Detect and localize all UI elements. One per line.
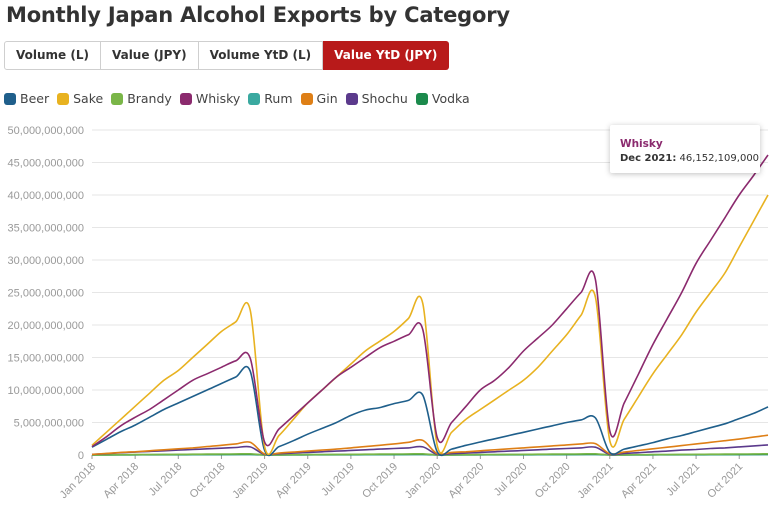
chart-title: Monthly Japan Alcohol Exports by Categor…	[6, 3, 510, 27]
legend-item-shochu[interactable]: Shochu	[345, 91, 408, 106]
legend-item-sake[interactable]: Sake	[57, 91, 103, 106]
legend-swatch	[57, 92, 70, 105]
series-line-shochu[interactable]	[91, 444, 769, 456]
x-tick-label: Apr 2019	[274, 461, 314, 501]
series-line-whisky[interactable]	[91, 154, 769, 448]
tab-volume[interactable]: Volume (L)	[4, 41, 101, 70]
tab-value-ytd[interactable]: Value YtD (JPY)	[323, 41, 450, 70]
legend-swatch	[179, 92, 192, 105]
legend-label: Brandy	[127, 91, 172, 106]
legend-swatch	[248, 92, 261, 105]
metric-tabs: Volume (L) Value (JPY) Volume YtD (L) Va…	[4, 41, 450, 70]
x-tick-label: Jul 2021	[664, 461, 702, 499]
x-tick-label: Apr 2020	[446, 461, 486, 501]
y-tick-label: 25,000,000,000	[8, 288, 84, 300]
legend-swatch	[4, 92, 16, 105]
x-tick-label: Jan 2019	[230, 461, 270, 501]
x-tick-label: Oct 2020	[533, 461, 573, 501]
x-axis-ticks: Jan 2018 Apr 2018 Jul 2018 Oct 2018 Jan 2019…	[58, 455, 745, 501]
tab-value[interactable]: Value (JPY)	[100, 41, 199, 70]
legend-label: Shochu	[361, 91, 408, 106]
x-tick-label: Jan 2021	[575, 461, 615, 501]
y-tick-label: 0	[78, 450, 84, 462]
legend-swatch	[415, 92, 428, 105]
x-tick-label: Jul 2019	[319, 461, 357, 499]
y-tick-label: 45,000,000,000	[8, 158, 84, 170]
series-line-brandy[interactable]	[91, 452, 769, 456]
series-lines	[91, 154, 769, 457]
legend-item-whisky[interactable]: Whisky	[179, 91, 241, 106]
legend-item-beer[interactable]: Beer	[4, 91, 49, 106]
y-tick-label: 15,000,000,000	[8, 353, 84, 365]
legend-swatch	[345, 92, 358, 105]
tab-volume-ytd[interactable]: Volume YtD (L)	[198, 41, 324, 70]
tooltip-series: Whisky	[620, 138, 663, 150]
x-tick-label: Apr 2018	[101, 461, 141, 501]
x-tick-label: Jan 2018	[58, 461, 98, 501]
y-tick-label: 10,000,000,000	[8, 385, 84, 397]
legend-label: Vodka	[431, 91, 470, 106]
chart-legend: Beer Sake Brandy Whisky Rum Gin Shochu V…	[4, 91, 478, 106]
y-axis-ticks: 0 5,000,000,000 10,000,000,000 15,000,000,0…	[8, 125, 84, 462]
y-tick-label: 35,000,000,000	[8, 223, 84, 235]
legend-swatch	[111, 92, 124, 105]
grid-lines	[92, 129, 768, 456]
series-line-gin[interactable]	[91, 434, 769, 456]
y-tick-label: 40,000,000,000	[8, 190, 84, 202]
x-tick-label: Oct 2018	[188, 461, 228, 501]
legend-item-gin[interactable]: Gin	[300, 91, 338, 106]
x-tick-label: Oct 2019	[360, 461, 400, 501]
x-tick-label: Oct 2021	[705, 461, 745, 501]
legend-label: Whisky	[195, 91, 241, 106]
x-tick-label: Jul 2020	[492, 461, 530, 499]
tooltip-date: Dec 2021:	[620, 153, 677, 164]
legend-label: Beer	[20, 91, 50, 106]
y-tick-label: 20,000,000,000	[8, 320, 84, 332]
legend-item-rum[interactable]: Rum	[248, 91, 293, 106]
legend-label: Gin	[316, 91, 338, 106]
x-tick-label: Jan 2020	[403, 461, 443, 501]
series-line-beer[interactable]	[91, 365, 769, 457]
x-tick-label: Jul 2018	[147, 461, 185, 499]
legend-swatch	[300, 92, 313, 105]
y-tick-label: 5,000,000,000	[14, 418, 84, 430]
y-tick-label: 30,000,000,000	[8, 255, 84, 267]
legend-label: Rum	[264, 91, 293, 106]
legend-item-brandy[interactable]: Brandy	[111, 91, 172, 106]
x-tick-label: Apr 2021	[619, 461, 659, 501]
legend-item-vodka[interactable]: Vodka	[415, 91, 470, 106]
y-tick-label: 50,000,000,000	[8, 125, 84, 137]
legend-label: Sake	[73, 91, 104, 106]
tooltip-line: Dec 2021: 46,152,109,000	[620, 153, 759, 164]
tooltip-value: 46,152,109,000	[679, 153, 760, 164]
tooltip: Whisky Dec 2021: 46,152,109,000	[610, 125, 760, 173]
